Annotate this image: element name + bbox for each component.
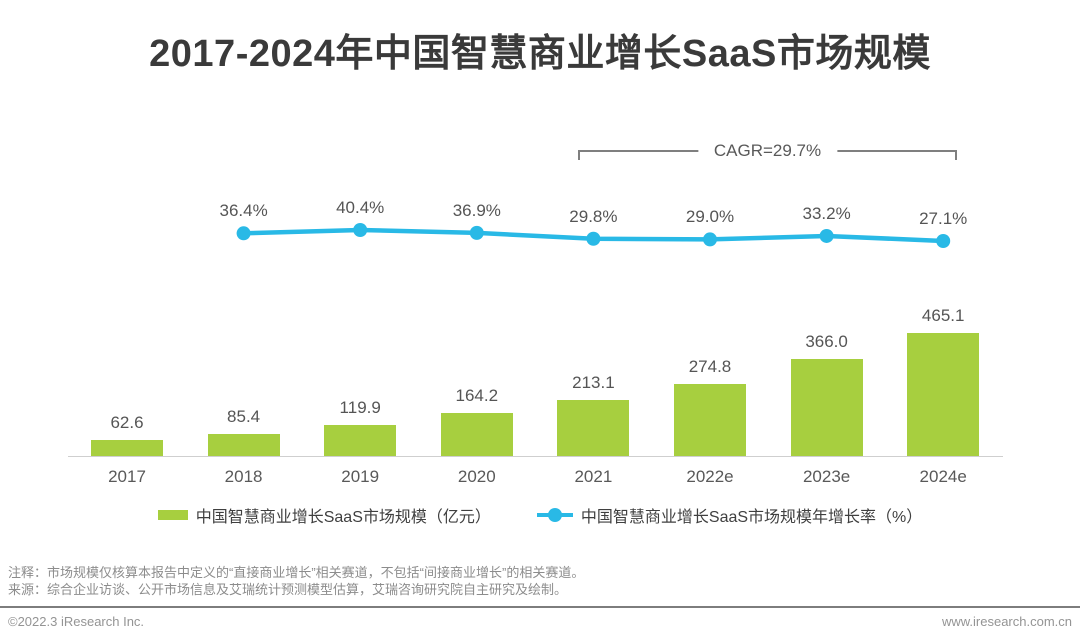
- rate-label-2021: 29.8%: [569, 206, 618, 226]
- footer-divider: [0, 606, 1080, 608]
- cagr-bracket: CAGR=29.7%: [578, 141, 957, 161]
- x-axis-line: [68, 456, 1003, 457]
- bar-value-label-2019: 119.9: [339, 398, 381, 418]
- cagr-label: CAGR=29.7%: [697, 141, 838, 161]
- line-point-2023e: [819, 228, 834, 243]
- notes-block: 注释：市场规模仅核算本报告中定义的“直接商业增长”相关赛道，不包括“间接商业增长…: [8, 564, 584, 598]
- bar-value-label-2021: 213.1: [572, 373, 615, 393]
- x-tick-2017: 2017: [108, 467, 146, 486]
- x-tick-2021: 2021: [574, 467, 613, 486]
- rate-label-2023e: 33.2%: [802, 203, 851, 223]
- bar-2020: [440, 413, 513, 457]
- rate-label-2020: 36.9%: [452, 200, 501, 220]
- legend-label-market-size: 中国智慧商业增长SaaS市场规模（亿元）: [195, 509, 491, 526]
- legend-label-growth-rate: 中国智慧商业增长SaaS市场规模年增长率（%）: [580, 509, 923, 526]
- chart-title: 2017-2024年中国智慧商业增长SaaS市场规模: [149, 33, 931, 75]
- note-line-source: 来源：综合企业访谈、公开市场信息及艾瑞统计预测模型估算，艾瑞咨询研究院自主研究及…: [8, 582, 568, 597]
- line-point-2021: [586, 231, 601, 246]
- line-series-marker-icon: [536, 508, 573, 522]
- bar-value-label-2022e: 274.8: [688, 356, 732, 376]
- note-line-definition: 注释：市场规模仅核算本报告中定义的“直接商业增长”相关赛道，不包括“间接商业增长…: [8, 565, 585, 580]
- bar-value-label-2023e: 366.0: [805, 332, 848, 352]
- copyright-text: ©2022.3 iResearch Inc.: [8, 614, 145, 629]
- bar-value-label-2020: 164.2: [455, 386, 499, 406]
- bar-2022e: [674, 383, 746, 457]
- x-tick-2024e: 2024e: [919, 467, 967, 486]
- bar-2019: [324, 425, 397, 457]
- rate-label-2024e: 27.1%: [919, 208, 968, 228]
- legend: 中国智慧商业增长SaaS市场规模（亿元） 中国智慧商业增长SaaS市场规模年增长…: [0, 503, 1080, 527]
- bar-value-label-2024e: 465.1: [921, 306, 965, 325]
- rate-label-2022e: 29.0%: [685, 207, 735, 227]
- x-tick-2020: 2020: [457, 467, 496, 486]
- bar-2024e: [907, 333, 980, 457]
- website-text: www.iresearch.com.cn: [941, 614, 1072, 629]
- x-tick-2019: 2019: [341, 467, 380, 486]
- bar-value-label-2018: 85.4: [227, 407, 261, 427]
- line-point-2019: [353, 222, 368, 237]
- bar-value-label-2017: 62.6: [110, 413, 144, 433]
- legend-item-market-size: 中国智慧商业增长SaaS市场规模（亿元）: [157, 503, 491, 527]
- rate-label-2018: 36.4%: [219, 201, 268, 221]
- bar-series-swatch-icon: [157, 510, 188, 520]
- x-tick-2022e: 2022e: [686, 467, 734, 486]
- rate-label-2019: 40.4%: [336, 197, 385, 217]
- bar-2017: [91, 440, 163, 457]
- line-point-2022e: [703, 232, 717, 247]
- line-point-2020: [469, 225, 484, 240]
- x-tick-2018: 2018: [224, 467, 263, 486]
- legend-item-growth-rate: 中国智慧商业增长SaaS市场规模年增长率（%）: [536, 503, 923, 527]
- line-point-2024e: [936, 233, 951, 248]
- bar-2023e: [790, 359, 863, 457]
- x-tick-2023e: 2023e: [802, 467, 851, 486]
- bar-2018: [207, 434, 280, 457]
- line-point-2018: [236, 226, 251, 241]
- bar-2021: [557, 400, 630, 457]
